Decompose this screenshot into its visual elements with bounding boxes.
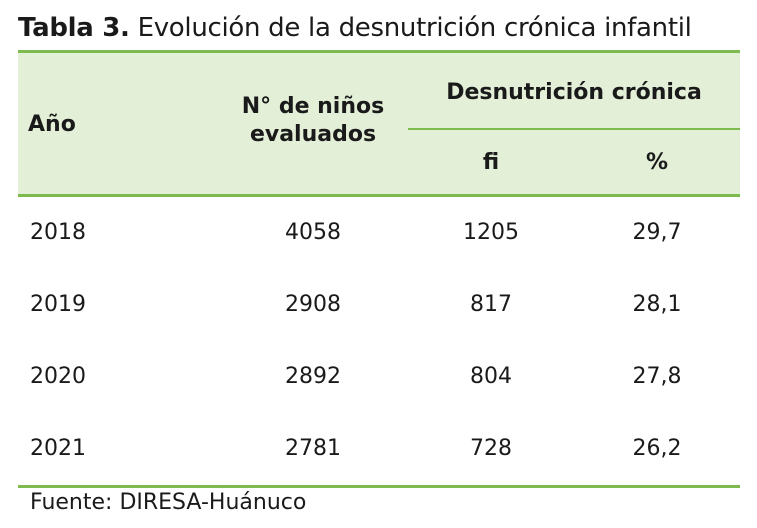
cell-count: 2781 xyxy=(285,436,341,461)
cell-fi: 728 xyxy=(470,436,512,461)
header-group-divider xyxy=(408,128,740,130)
cell-fi: 817 xyxy=(470,292,512,317)
header-year: Año xyxy=(28,112,76,137)
table-row: 2020 2892 804 27,8 xyxy=(18,341,740,413)
table-caption: Tabla 3. Evolución de la desnutrición cr… xyxy=(18,8,692,48)
header-count-line1: N° de niños xyxy=(241,94,385,119)
cell-count: 4058 xyxy=(285,220,341,245)
caption-label: Tabla 3. xyxy=(18,13,130,43)
cell-percent: 27,8 xyxy=(632,364,682,389)
cell-fi: 804 xyxy=(470,364,512,389)
table-row: 2021 2781 728 26,2 xyxy=(18,413,740,485)
cell-percent: 28,1 xyxy=(632,292,682,317)
caption-text: Evolución de la desnutrición crónica inf… xyxy=(137,13,692,43)
header-count-line2: evaluados xyxy=(249,122,377,147)
cell-percent: 26,2 xyxy=(632,436,682,461)
cell-fi: 1205 xyxy=(463,220,519,245)
cell-count: 2908 xyxy=(285,292,341,317)
table-body: 2018 4058 1205 29,7 2019 2908 817 28,1 2… xyxy=(18,197,740,488)
table-header: Año N° de niños evaluados Desnutrición c… xyxy=(18,50,740,197)
header-percent: % xyxy=(645,150,669,175)
cell-year: 2021 xyxy=(30,436,86,461)
header-chronic-malnutrition: Desnutrición crónica xyxy=(446,80,702,105)
table-row: 2019 2908 817 28,1 xyxy=(18,269,740,341)
malnutrition-table: Año N° de niños evaluados Desnutrición c… xyxy=(18,50,740,488)
header-children-evaluated: N° de niños evaluados xyxy=(198,93,428,149)
cell-year: 2018 xyxy=(30,220,86,245)
cell-year: 2020 xyxy=(30,364,86,389)
cell-percent: 29,7 xyxy=(632,220,682,245)
cell-year: 2019 xyxy=(30,292,86,317)
table-source-note: Fuente: DIRESA-Huánuco xyxy=(30,490,307,515)
table-row: 2018 4058 1205 29,7 xyxy=(18,197,740,269)
cell-count: 2892 xyxy=(285,364,341,389)
header-fi: fi xyxy=(482,150,500,175)
